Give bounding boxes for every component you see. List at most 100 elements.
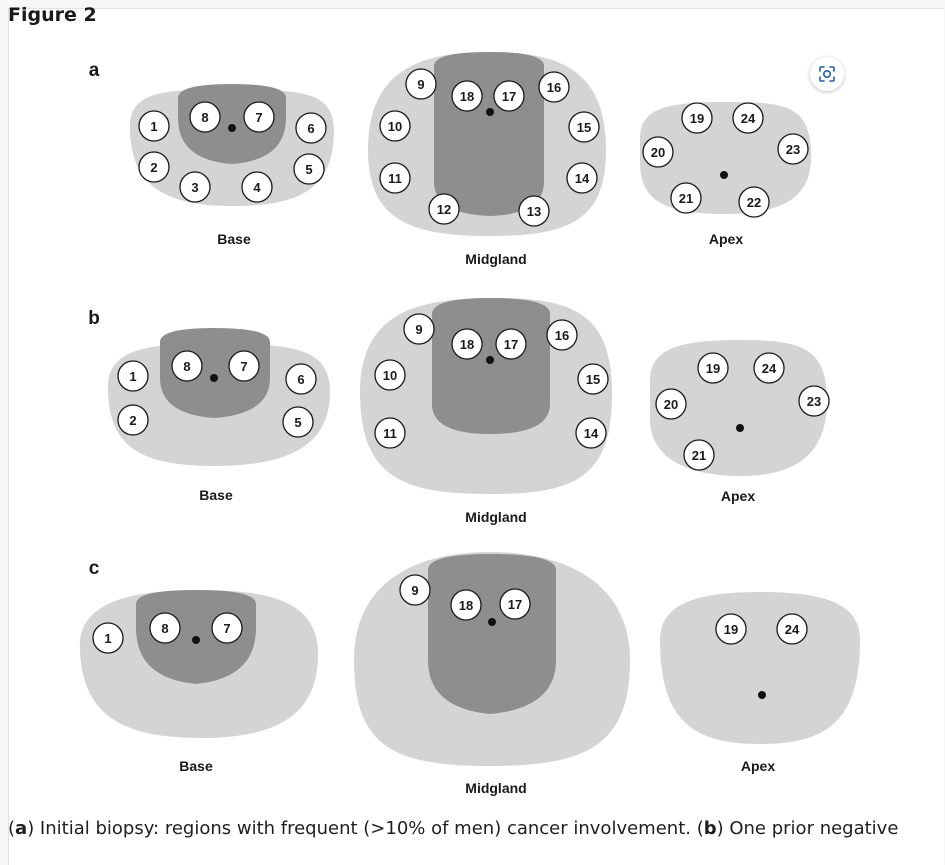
region-24: 24 xyxy=(732,102,764,134)
region-number: 1 xyxy=(104,631,111,646)
region-8: 8 xyxy=(149,612,181,644)
region-number: 11 xyxy=(383,426,397,441)
region-circle xyxy=(670,182,702,214)
region-number: 10 xyxy=(383,368,397,383)
region-number: 24 xyxy=(741,111,756,126)
region-number: 23 xyxy=(786,142,800,157)
region-circle xyxy=(566,162,598,194)
region-9: 9 xyxy=(405,68,437,100)
caption-letter-a: a xyxy=(15,818,28,839)
region-number: 2 xyxy=(129,413,136,428)
region-24: 24 xyxy=(753,352,785,384)
caption-letter-b: b xyxy=(703,818,717,839)
region-circle xyxy=(243,101,275,133)
region-number: 7 xyxy=(223,621,230,636)
region-circle xyxy=(171,350,203,382)
apex-section: 19 20 21 22 23 24 Apex xyxy=(640,102,812,247)
region-2: 2 xyxy=(138,151,170,183)
base-section: 1 7 8 Base xyxy=(79,590,318,774)
region-8: 8 xyxy=(189,101,221,133)
region-18: 18 xyxy=(451,80,483,112)
region-4: 4 xyxy=(241,171,273,203)
region-number: 22 xyxy=(747,195,761,210)
region-11: 11 xyxy=(379,162,411,194)
region-circle xyxy=(403,313,435,345)
region-6: 6 xyxy=(285,363,317,395)
region-19: 19 xyxy=(715,613,747,645)
region-19: 19 xyxy=(697,352,729,384)
region-10: 10 xyxy=(374,359,406,391)
region-circle xyxy=(683,439,715,471)
region-circle xyxy=(293,153,325,185)
region-circle xyxy=(681,102,713,134)
region-number: 15 xyxy=(577,120,591,135)
caption-text-b: ) One prior negative xyxy=(716,818,899,839)
region-circle xyxy=(568,111,600,143)
region-number: 21 xyxy=(692,448,706,463)
region-7: 7 xyxy=(243,101,275,133)
central-zone xyxy=(432,298,550,434)
region-number: 14 xyxy=(575,171,590,186)
region-circle xyxy=(450,589,482,621)
region-14: 14 xyxy=(566,162,598,194)
region-18: 18 xyxy=(451,328,483,360)
region-number: 9 xyxy=(417,77,424,92)
center-dot xyxy=(488,618,496,626)
region-circle xyxy=(117,404,149,436)
region-6: 6 xyxy=(295,112,327,144)
region-circle xyxy=(228,350,260,382)
scan-image-button[interactable] xyxy=(810,57,844,91)
region-17: 17 xyxy=(493,80,525,112)
region-circle xyxy=(738,186,770,218)
midgland-section: 9 17 18 Midgland xyxy=(354,552,630,796)
region-circle xyxy=(138,110,170,142)
region-number: 14 xyxy=(584,426,599,441)
region-circle xyxy=(753,352,785,384)
midgland-label: Midgland xyxy=(465,509,526,525)
base-label: Base xyxy=(179,758,213,774)
region-circle xyxy=(149,612,181,644)
region-number: 6 xyxy=(307,121,314,136)
base-label: Base xyxy=(199,487,233,503)
region-circle xyxy=(92,622,124,654)
region-circle xyxy=(798,385,830,417)
region-number: 21 xyxy=(679,191,693,206)
region-circle xyxy=(546,319,578,351)
region-circle xyxy=(179,171,211,203)
region-number: 9 xyxy=(411,583,418,598)
region-circle xyxy=(211,612,243,644)
region-number: 10 xyxy=(388,119,402,134)
region-circle xyxy=(697,352,729,384)
region-20: 20 xyxy=(642,136,674,168)
region-number: 17 xyxy=(508,597,522,612)
region-circle xyxy=(451,328,483,360)
region-number: 18 xyxy=(460,89,474,104)
region-1: 1 xyxy=(92,622,124,654)
region-circle xyxy=(577,363,609,395)
base-section: 1 2 3 4 5 6 7 8 Base xyxy=(129,84,334,247)
apex-section: 19 24 Apex xyxy=(660,592,860,774)
midgland-label: Midgland xyxy=(465,780,526,796)
central-zone xyxy=(428,554,556,714)
region-22: 22 xyxy=(738,186,770,218)
region-circle xyxy=(642,136,674,168)
center-dot xyxy=(758,691,766,699)
region-1: 1 xyxy=(138,110,170,142)
panel-letter: a xyxy=(89,60,100,81)
region-circle xyxy=(732,102,764,134)
region-20: 20 xyxy=(655,388,687,420)
region-11: 11 xyxy=(374,417,406,449)
region-number: 16 xyxy=(555,328,569,343)
base-label: Base xyxy=(217,231,251,247)
region-circle xyxy=(399,574,431,606)
panel-b: b 1 2 5 6 7 8 Base 9 10 11 14 15 16 17 18 Midgland 19 20 21… xyxy=(88,298,830,525)
region-1: 1 xyxy=(117,360,149,392)
region-number: 1 xyxy=(129,369,136,384)
region-23: 23 xyxy=(777,133,809,165)
midgland-section: 9 10 11 14 15 16 17 18 Midgland xyxy=(360,298,612,525)
gland-outline xyxy=(660,592,860,744)
central-zone xyxy=(434,52,544,216)
region-19: 19 xyxy=(681,102,713,134)
